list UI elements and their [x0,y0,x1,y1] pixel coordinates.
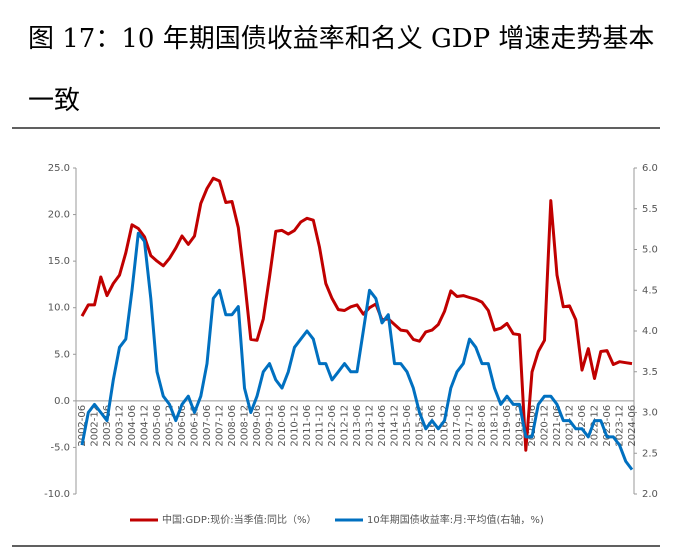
x-tick-label: 2019-12 [515,405,526,447]
x-tick-label: 2007-06 [202,405,213,447]
y-tick-label: 25.0 [48,163,70,174]
x-tick-label: 2013-12 [365,405,376,447]
x-tick-label: 2002-06 [77,405,88,447]
x-tick-label: 2006-06 [177,405,188,447]
x-tick-label: 2008-06 [227,405,238,447]
x-tick-label: 2009-12 [265,405,276,447]
x-tick-label: 2009-06 [252,405,263,447]
chart-title: 图 17：10 年期国债收益率和名义 GDP 增速走势基本一致 [28,24,655,116]
x-tick-label: 2010-12 [290,405,301,447]
y2-tick-label: 6.0 [642,163,658,174]
x-tick-label: 2011-06 [302,405,313,447]
x-tick-label: 2021-06 [552,405,563,447]
y2-tick-label: 5.5 [642,204,658,215]
x-tick-label: 2003-06 [102,405,113,447]
series-line [80,231,634,471]
y2-tick-label: 5.0 [642,245,658,256]
y2-tick-label: 2.5 [642,448,658,459]
x-tick-label: 2017-06 [452,405,463,447]
x-tick-label: 2011-12 [315,405,326,447]
x-tick-label: 2020-12 [540,405,551,447]
x-tick-label: 2006-12 [190,405,201,447]
x-tick-label: 2007-12 [215,405,226,447]
y-tick-label: 5.0 [54,349,70,360]
x-tick-label: 2022-12 [590,405,601,447]
x-tick-label: 2020-06 [527,405,538,447]
x-tick-label: 2005-12 [165,405,176,447]
y2-tick-label: 2.0 [642,489,658,500]
y-tick-label: 0.0 [54,396,70,407]
x-tick-label: 2013-06 [352,405,363,447]
y2-tick-label: 4.0 [642,326,658,337]
x-tick-label: 2015-06 [402,405,413,447]
y2-tick-label: 3.0 [642,408,658,419]
x-tick-label: 2022-06 [577,405,588,447]
x-tick-label: 2012-06 [327,405,338,447]
legend-label: 中国:GDP:现价:当季值:同比（%） [162,513,316,526]
x-tick-label: 2017-12 [465,405,476,447]
x-tick-label: 2014-12 [390,405,401,447]
x-tick-label: 2014-06 [377,405,388,447]
series-line [80,176,633,452]
x-tick-label: 2019-06 [502,405,513,447]
x-tick-label: 2002-12 [90,405,101,447]
legend-label: 10年期国债收益率:月:平均值(右轴，%) [367,513,544,526]
x-tick-label: 2015-12 [415,405,426,447]
x-tick-label: 2024-06 [627,405,638,447]
x-tick-label: 2021-12 [565,405,576,447]
x-tick-label: 2005-06 [152,405,163,447]
y-tick-label: 15.0 [48,256,70,267]
x-tick-label: 2010-06 [277,405,288,447]
x-tick-label: 2003-12 [115,405,126,447]
x-tick-label: 2018-12 [490,405,501,447]
x-tick-label: 2016-06 [427,405,438,447]
x-tick-label: 2023-12 [615,405,626,447]
x-tick-label: 2004-06 [127,405,138,447]
x-tick-label: 2008-12 [240,405,251,447]
y-tick-label: 20.0 [48,210,70,221]
x-tick-label: 2023-06 [602,405,613,447]
x-tick-label: 2018-06 [477,405,488,447]
x-tick-label: 2016-12 [440,405,451,447]
y2-tick-label: 3.5 [642,367,658,378]
x-tick-label: 2012-12 [340,405,351,447]
x-tick-label: 2004-12 [140,405,151,447]
y-tick-label: -5.0 [50,442,70,453]
y2-tick-label: 4.5 [642,285,658,296]
y-tick-label: -10.0 [44,489,70,500]
y-tick-label: 10.0 [48,303,70,314]
